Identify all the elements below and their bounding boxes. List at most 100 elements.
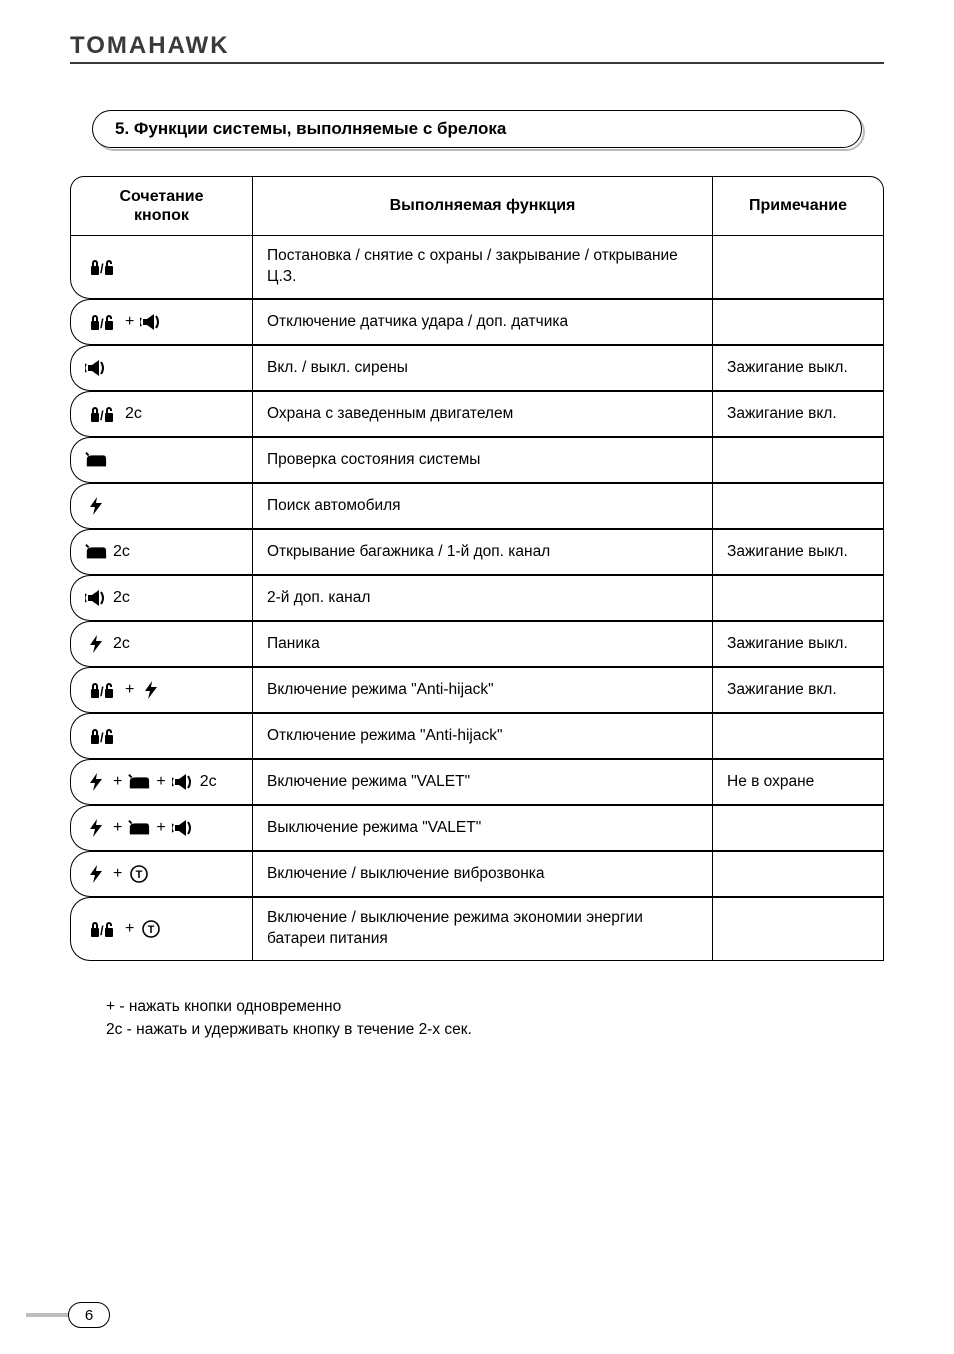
- button-combo: +: [85, 918, 238, 940]
- header-function: Выполняемая функция: [252, 176, 712, 236]
- table-row: 2с2-й доп. канал: [70, 575, 884, 621]
- table-row: +Включение режима "Anti-hijack"Зажигание…: [70, 667, 884, 713]
- table-row: Вкл. / выкл. сиреныЗажигание выкл.: [70, 345, 884, 391]
- duration-label: 2с: [113, 541, 130, 563]
- cell-button-combo: +: [70, 851, 252, 897]
- siren-icon: [172, 818, 194, 838]
- lightning-icon: [85, 864, 107, 884]
- button-combo: 2с: [85, 403, 238, 425]
- button-combo: 2с: [85, 587, 238, 609]
- button-combo: [85, 358, 238, 378]
- cell-function: Включение режима "Anti-hijack": [252, 667, 712, 713]
- plus-symbol: +: [111, 863, 124, 885]
- cell-note: Зажигание выкл.: [712, 529, 884, 575]
- cell-function: Проверка состояния системы: [252, 437, 712, 483]
- trunk-open-icon: [85, 542, 107, 562]
- table-row: + Включение / выключение виброзвонка: [70, 851, 884, 897]
- plus-symbol: +: [154, 817, 167, 839]
- table-row: ++Выключение режима "VALET": [70, 805, 884, 851]
- table-header-row: Сочетание кнопок Выполняемая функция При…: [70, 176, 884, 236]
- page-number-container: 6: [26, 1302, 110, 1328]
- cell-button-combo: 2с: [70, 391, 252, 437]
- siren-icon: [85, 358, 107, 378]
- header-note: Примечание: [712, 176, 884, 236]
- cell-button-combo: [70, 236, 252, 299]
- table-row: Поиск автомобиля: [70, 483, 884, 529]
- legend-line-2: 2с - нажать и удерживать кнопку в течени…: [106, 1018, 884, 1041]
- trunk-open-icon: [85, 450, 107, 470]
- functions-table: Сочетание кнопок Выполняемая функция При…: [70, 176, 884, 961]
- clock-icon: [140, 919, 162, 939]
- cell-button-combo: ++2с: [70, 759, 252, 805]
- cell-function: Открывание багажника / 1-й доп. канал: [252, 529, 712, 575]
- clock-icon: [128, 864, 150, 884]
- lock-unlock-icon: [85, 726, 119, 746]
- cell-note: [712, 483, 884, 529]
- cell-note: Зажигание выкл.: [712, 621, 884, 667]
- siren-icon: [172, 772, 194, 792]
- lightning-icon: [85, 818, 107, 838]
- section-title-container: 5. Функции системы, выполняемые с брелок…: [92, 110, 862, 148]
- siren-icon: [140, 312, 162, 332]
- lock-unlock-icon: [85, 257, 119, 277]
- cell-note: [712, 299, 884, 345]
- lock-unlock-icon: [85, 919, 119, 939]
- cell-button-combo: +: [70, 299, 252, 345]
- trunk-open-icon: [128, 772, 150, 792]
- button-combo: ++: [85, 817, 238, 839]
- button-combo: ++2с: [85, 771, 238, 793]
- table-row: 2сОхрана с заведенным двигателемЗажигани…: [70, 391, 884, 437]
- cell-function: Вкл. / выкл. сирены: [252, 345, 712, 391]
- cell-button-combo: +: [70, 667, 252, 713]
- cell-note: [712, 805, 884, 851]
- cell-button-combo: ++: [70, 805, 252, 851]
- cell-note: [712, 713, 884, 759]
- table-row: + Отключение датчика удара / доп. датчика: [70, 299, 884, 345]
- cell-function: Включение режима "VALET": [252, 759, 712, 805]
- table-row: Проверка состояния системы: [70, 437, 884, 483]
- button-combo: [85, 450, 238, 470]
- duration-label: 2с: [113, 633, 130, 655]
- plus-symbol: +: [154, 771, 167, 793]
- page: TOMAHAWK 5. Функции системы, выполняемые…: [0, 0, 954, 1354]
- cell-function: Охрана с заведенным двигателем: [252, 391, 712, 437]
- button-combo: +: [85, 311, 238, 333]
- cell-note: [712, 437, 884, 483]
- cell-note: [712, 236, 884, 299]
- plus-symbol: +: [111, 817, 124, 839]
- section-title: 5. Функции системы, выполняемые с брелок…: [92, 110, 862, 148]
- header-combo: Сочетание кнопок: [70, 176, 252, 236]
- cell-function: Отключение датчика удара / доп. датчика: [252, 299, 712, 345]
- cell-note: Зажигание выкл.: [712, 345, 884, 391]
- table-row: Отключение режима "Anti-hijack": [70, 713, 884, 759]
- cell-button-combo: [70, 437, 252, 483]
- cell-note: [712, 575, 884, 621]
- cell-button-combo: 2с: [70, 621, 252, 667]
- plus-symbol: +: [123, 679, 136, 701]
- cell-function: Включение / выключение режима экономии э…: [252, 897, 712, 961]
- cell-button-combo: 2с: [70, 529, 252, 575]
- button-combo: [85, 257, 238, 277]
- button-combo: [85, 726, 238, 746]
- lightning-icon: [140, 680, 162, 700]
- duration-label: 2с: [200, 771, 217, 793]
- brand-title: TOMAHAWK: [70, 32, 884, 60]
- lightning-icon: [85, 772, 107, 792]
- button-combo: +: [85, 863, 238, 885]
- lightning-icon: [85, 634, 107, 654]
- cell-note: [712, 897, 884, 961]
- button-combo: +: [85, 679, 238, 701]
- cell-function: Включение / выключение виброзвонка: [252, 851, 712, 897]
- cell-function: Паника: [252, 621, 712, 667]
- brand-underline: [70, 62, 884, 64]
- siren-icon: [85, 588, 107, 608]
- cell-function: Поиск автомобиля: [252, 483, 712, 529]
- duration-label: 2с: [125, 403, 142, 425]
- cell-function: Постановка / снятие с охраны / закрывани…: [252, 236, 712, 299]
- trunk-open-icon: [128, 818, 150, 838]
- header-combo-line1: Сочетание: [79, 187, 244, 206]
- cell-function: Отключение режима "Anti-hijack": [252, 713, 712, 759]
- button-combo: 2с: [85, 541, 238, 563]
- lock-unlock-icon: [85, 404, 119, 424]
- cell-button-combo: [70, 345, 252, 391]
